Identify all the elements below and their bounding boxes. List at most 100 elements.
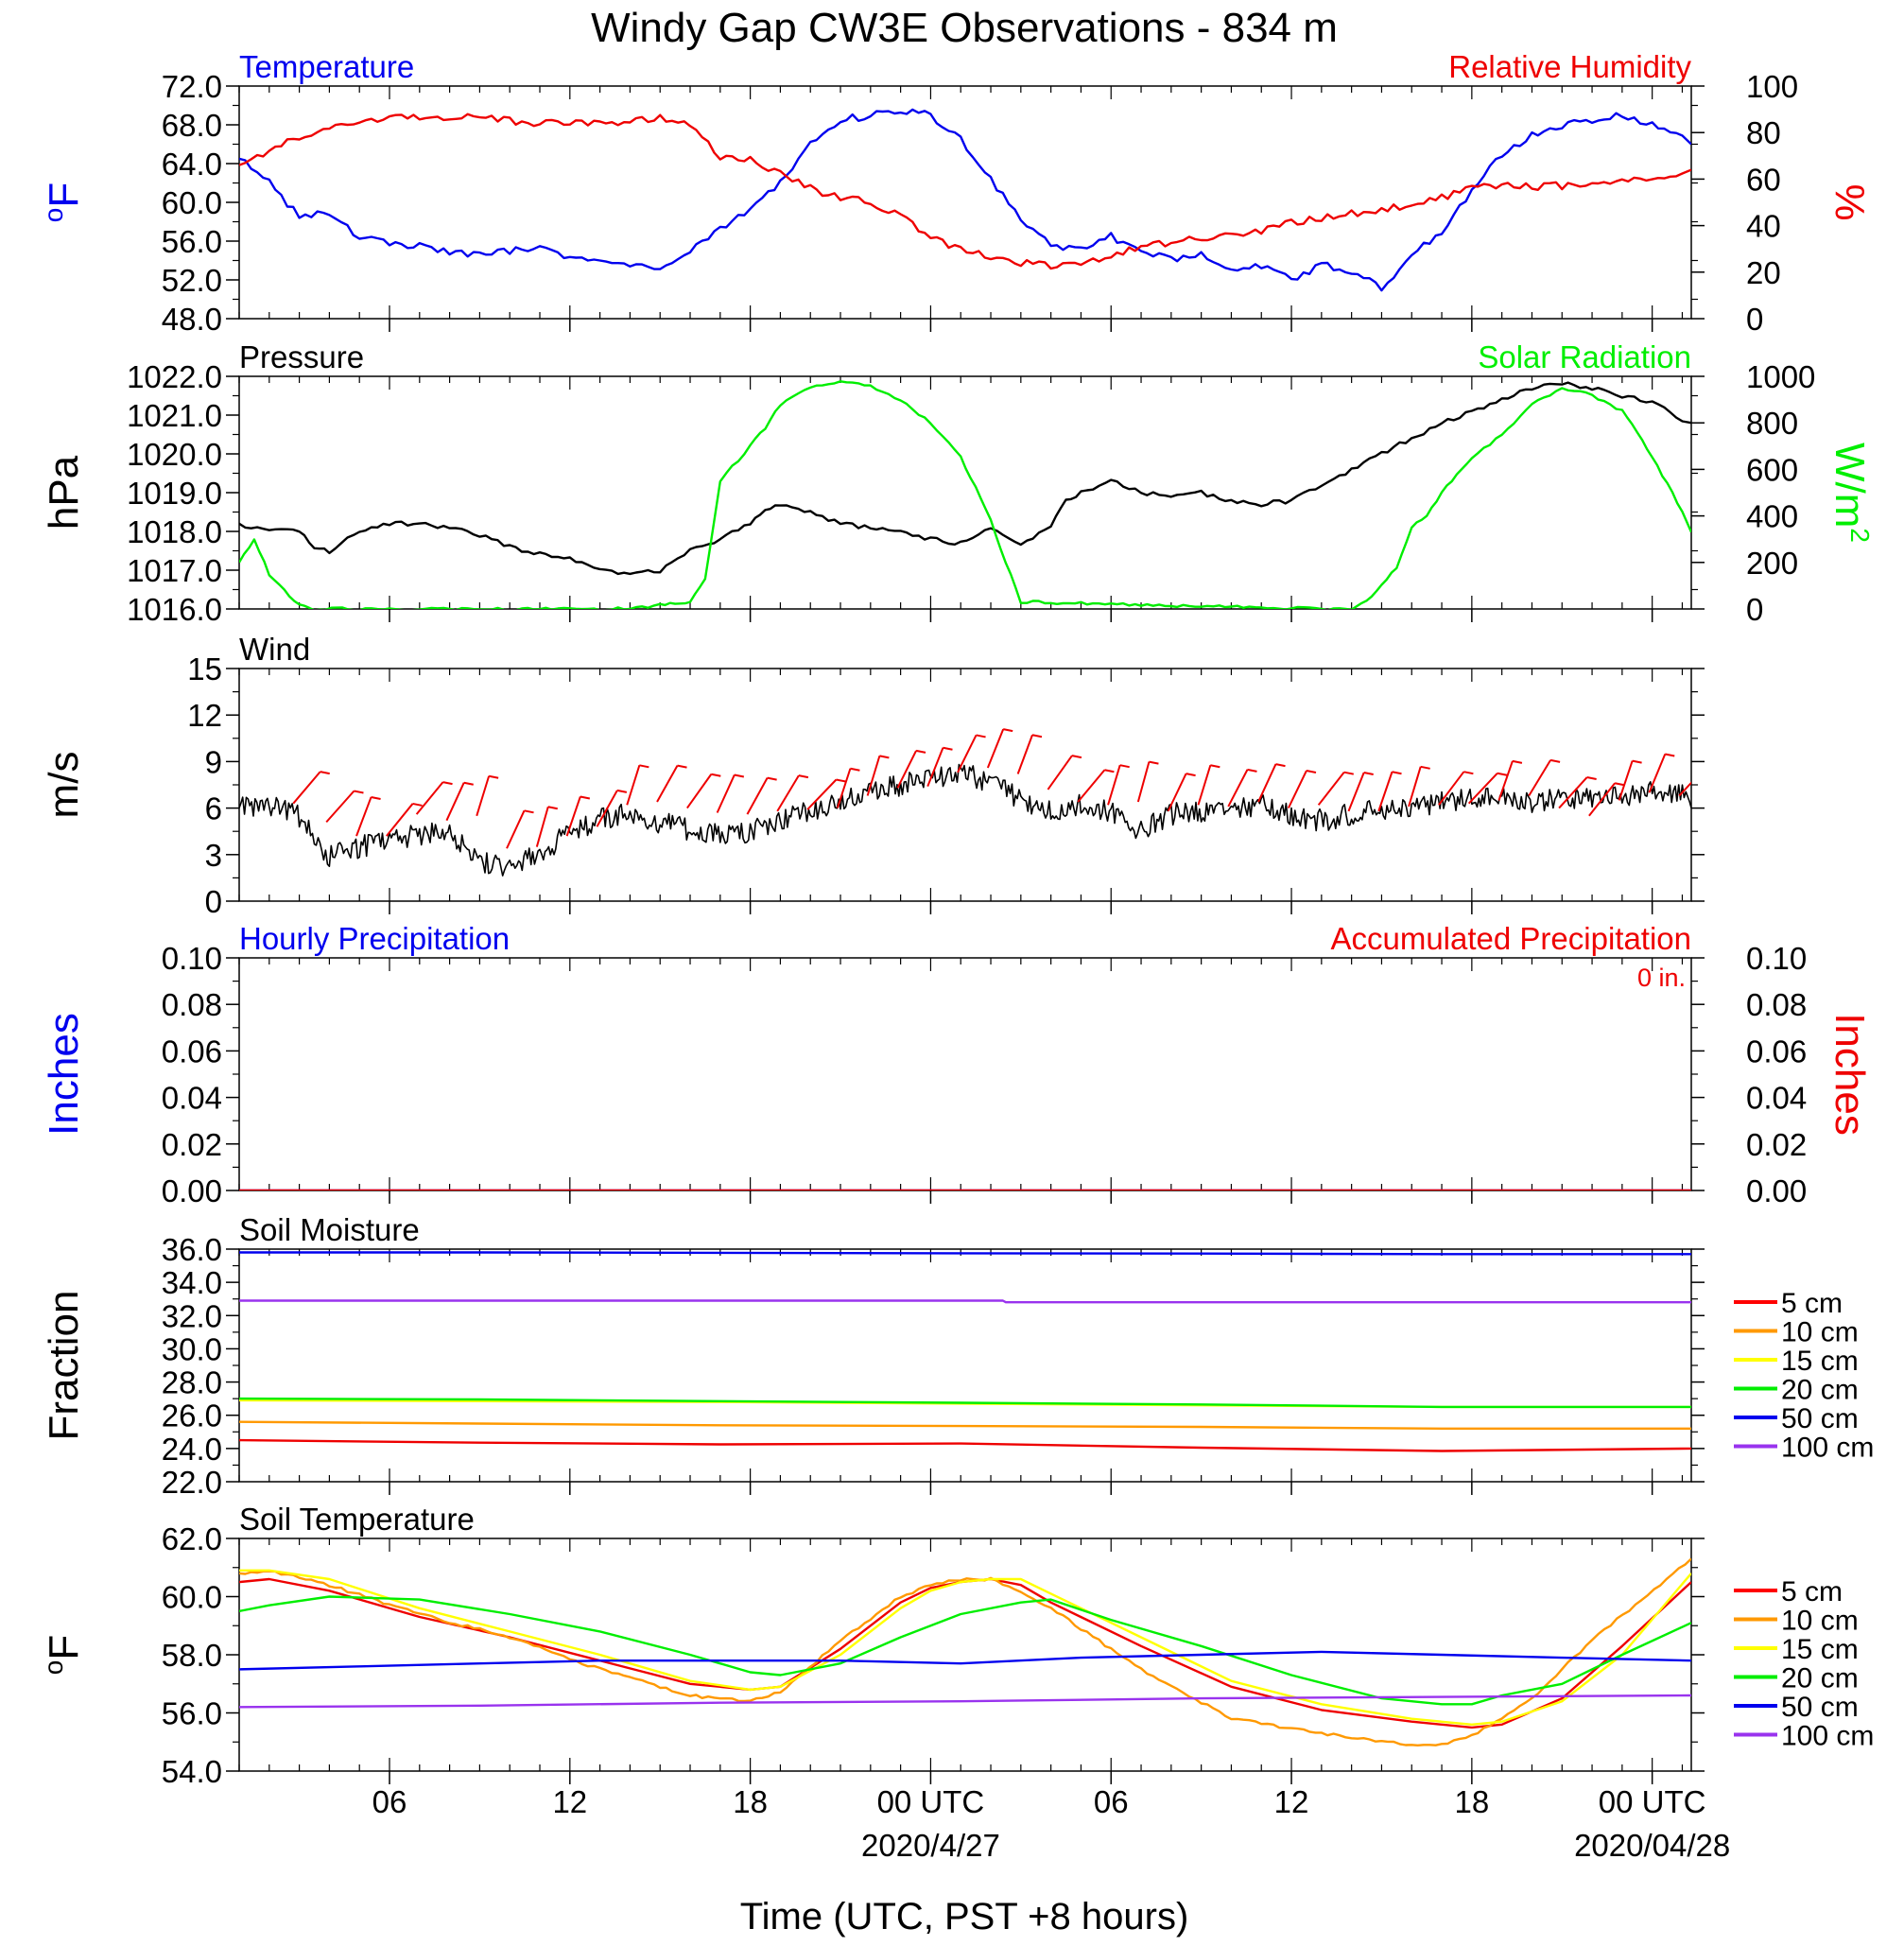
y-tick-label: 15 (187, 652, 222, 686)
y-tick-label-right: 400 (1746, 499, 1798, 534)
chart-title: Windy Gap CW3E Observations - 834 m (591, 5, 1338, 51)
x-tick-label: 00 UTC (1599, 1784, 1706, 1819)
y-tick-label: 30.0 (162, 1331, 222, 1366)
series-line (239, 1420, 1691, 1430)
series-line (239, 1397, 1691, 1409)
y-tick-label-right: 0.08 (1746, 987, 1807, 1022)
wind-barb-flag (1343, 771, 1354, 775)
y-tick-label-right: 0.00 (1746, 1173, 1807, 1208)
wind-barb-flag (580, 795, 591, 800)
legend-label: 50 cm (1781, 1403, 1859, 1434)
y-tick-label: 56.0 (162, 224, 222, 259)
wind-barb-flag (976, 734, 986, 738)
series-line (239, 113, 1691, 270)
wind-barb-flag (488, 774, 499, 779)
wind-barb-flag (371, 795, 381, 800)
wind-barb-flag (915, 749, 926, 754)
panel-title-left: Wind (239, 632, 310, 667)
y-tick-label: 48.0 (162, 302, 222, 337)
y-tick-label: 64.0 (162, 147, 222, 182)
wind-barb-flag (1497, 772, 1508, 776)
y-tick-label: 0.02 (162, 1127, 222, 1162)
y-tick-label: 58.0 (162, 1638, 222, 1673)
wind-barb (1077, 769, 1106, 803)
x-date-label: 2020/04/28 (1574, 1828, 1730, 1863)
y-tick-label-right: 40 (1746, 209, 1781, 244)
wind-barb (1136, 761, 1151, 803)
wind-barb (476, 775, 491, 817)
legend-label: 20 cm (1781, 1663, 1859, 1694)
wind-barb (1678, 781, 1691, 797)
wind-barb (386, 803, 414, 837)
y-axis-label: oF (39, 182, 87, 222)
x-axis: 06 12 18 00 UTC 06 12 18 00 UTC 2020/4/27 2020/04… (372, 1784, 1731, 1863)
series-line (239, 763, 1691, 877)
wind-barb-flag (879, 755, 890, 759)
wind-barb-flag (1275, 763, 1286, 768)
y-tick-label: 28.0 (162, 1365, 222, 1400)
wind-barb-flag (1003, 728, 1013, 733)
y-tick-label-right: 1000 (1746, 359, 1815, 394)
wind-barb-flag (836, 778, 846, 783)
wind-barb-flag (1586, 776, 1597, 781)
y-tick-label: 26.0 (162, 1399, 222, 1433)
wind-barb-flag (1104, 769, 1115, 773)
series-line (239, 1595, 1691, 1706)
wind-barb (292, 771, 321, 805)
wind-barb-flag (442, 781, 453, 786)
y-tick-label: 6 (205, 791, 222, 826)
wind-barb (415, 781, 444, 815)
y-axis-label-right-sup: 2 (1845, 528, 1875, 543)
y-tick-label: 9 (205, 744, 222, 779)
y-axis-label-right-main: W/m (1826, 443, 1873, 528)
x-tick-label: 12 (1274, 1784, 1309, 1819)
series-line (239, 1557, 1691, 1746)
wind-barb (1377, 771, 1393, 812)
wind-barb-flag (1392, 771, 1402, 775)
y-tick-label: 1021.0 (127, 398, 222, 433)
wind-barb-flag (734, 773, 745, 778)
y-axis-label-sup: o (39, 208, 68, 223)
wind-barb (1558, 776, 1588, 809)
y-tick-label: 68.0 (162, 108, 222, 143)
wind-barb-flag (1149, 760, 1159, 765)
panel-title-left: Soil Moisture (239, 1212, 420, 1247)
legend-label: 10 cm (1781, 1317, 1859, 1348)
x-tick-label: 06 (1094, 1784, 1129, 1819)
wind-barb (1107, 764, 1121, 806)
legend-label: 100 cm (1781, 1721, 1874, 1752)
wind-barb (1648, 754, 1667, 793)
y-tick-label: 56.0 (162, 1696, 222, 1731)
y-tick-label-right: 0.10 (1746, 941, 1807, 976)
legend-label: 20 cm (1781, 1375, 1859, 1406)
y-tick-label-right: 200 (1746, 546, 1798, 581)
wind-barb (1167, 773, 1187, 812)
wind-barb-flag (1463, 771, 1474, 775)
wind-barb-flag (463, 781, 474, 786)
y-axis-label: oF (39, 1635, 87, 1675)
x-tick-label: 06 (372, 1784, 407, 1819)
panel-title-right: Solar Radiation (1478, 339, 1691, 374)
y-tick-label: 0 (205, 884, 222, 919)
legend-label: 10 cm (1781, 1606, 1859, 1637)
wind-barb-flag (1665, 753, 1675, 757)
y-tick-label: 24.0 (162, 1432, 222, 1467)
series-line (239, 1569, 1691, 1726)
wind-barb (686, 773, 713, 809)
wind-barb (836, 768, 852, 808)
series-line (239, 1438, 1691, 1452)
wind-barb (535, 806, 549, 847)
y-axis-label: hPa (41, 455, 87, 530)
wind-barb-flag (547, 806, 558, 810)
wind-barb-flag (616, 789, 628, 793)
wind-barb-flag (1420, 765, 1430, 770)
wind-barb-flag (1119, 764, 1130, 769)
wind-barb (1047, 755, 1073, 791)
y-tick-label: 1019.0 (127, 476, 222, 511)
y-tick-label: 1017.0 (127, 553, 222, 588)
wind-barb-flag (524, 809, 534, 814)
x-date-label: 2020/4/27 (861, 1828, 1000, 1863)
